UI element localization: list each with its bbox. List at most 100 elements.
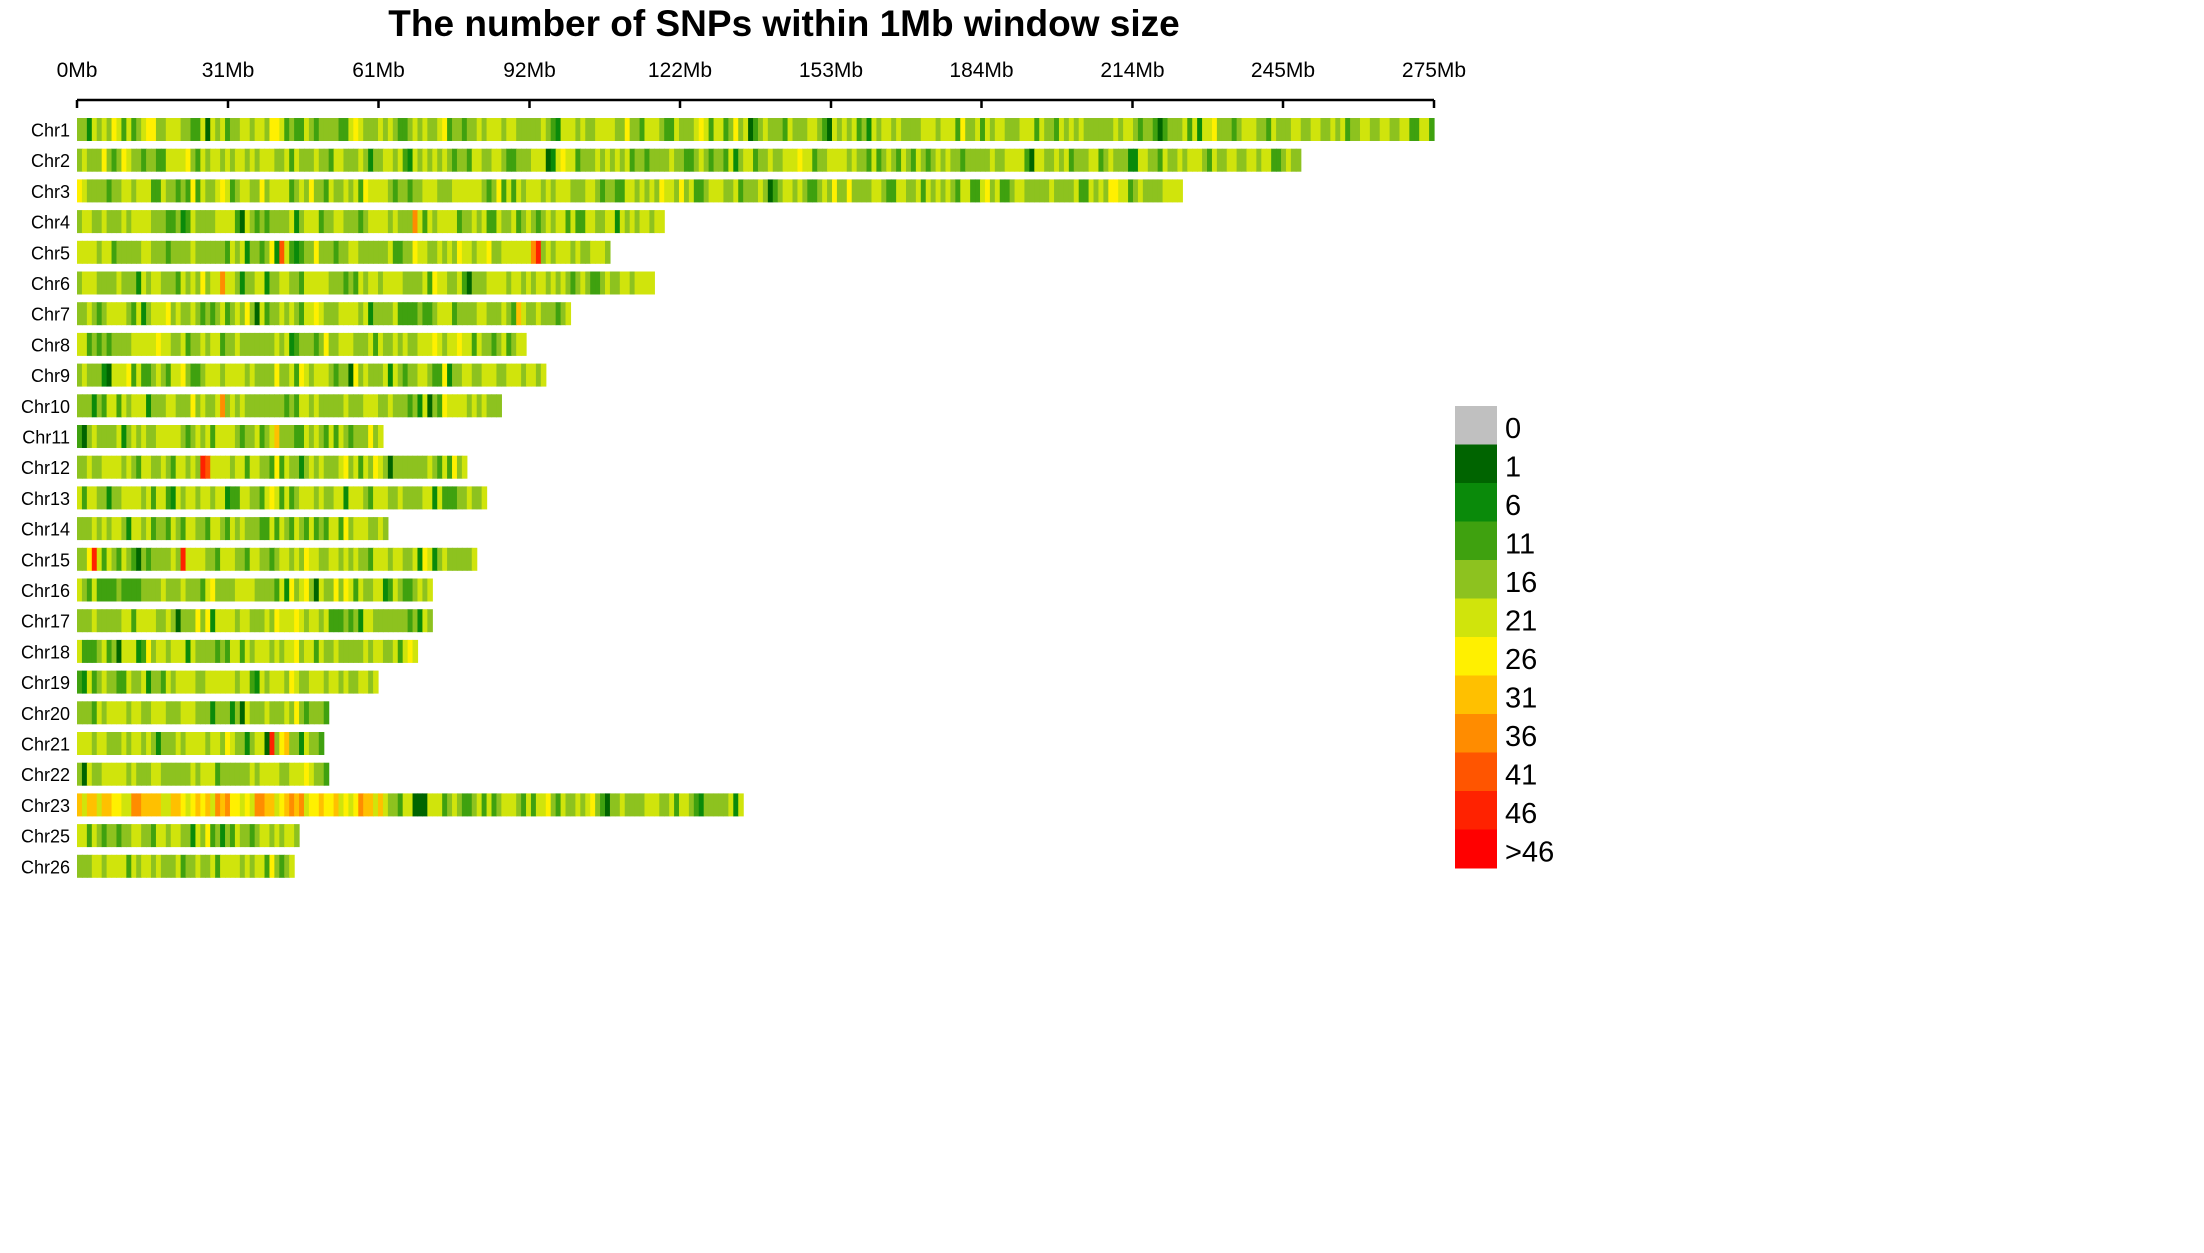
snp-window-cell <box>318 210 325 234</box>
snp-window-cell <box>466 793 473 817</box>
snp-window-cell <box>111 148 118 172</box>
snp-window-cell <box>155 394 162 418</box>
snp-window-cell <box>368 425 374 448</box>
snp-window-cell <box>101 210 108 234</box>
snp-window-cell <box>175 179 182 203</box>
snp-window-cell <box>1004 148 1011 172</box>
snp-window-cell <box>136 455 142 479</box>
snp-window-cell <box>797 179 803 203</box>
snp-window-cell <box>521 210 527 234</box>
snp-window-cell <box>851 179 858 203</box>
snp-window-cell <box>220 824 226 848</box>
snp-window-cell <box>407 547 414 571</box>
snp-window-cell <box>96 609 103 633</box>
snp-window-cell <box>175 609 182 633</box>
snp-window-cell <box>318 271 325 295</box>
snp-window-cell <box>950 179 956 203</box>
snp-window-cell <box>999 179 1006 203</box>
snp-window-cell <box>165 148 172 172</box>
snp-window-cell <box>229 517 236 541</box>
snp-window-cell <box>392 578 399 602</box>
snp-window-cell <box>461 118 468 141</box>
snp-window-cell <box>363 148 369 172</box>
snp-window-cell <box>363 639 369 663</box>
snp-window-cell <box>190 762 197 786</box>
snp-window-cell <box>619 148 626 172</box>
snp-window-cell <box>294 793 300 817</box>
snp-window-cell <box>950 118 956 141</box>
snp-window-cell <box>225 302 231 326</box>
snp-window-cell <box>338 363 345 387</box>
snp-window-cell <box>111 824 118 848</box>
snp-window-cell <box>96 517 103 541</box>
snp-window-cell <box>210 824 216 848</box>
snp-window-cell <box>303 148 310 172</box>
snp-window-cell <box>392 240 399 264</box>
snp-window-cell <box>225 762 231 786</box>
snp-window-cell <box>713 179 720 203</box>
snp-window-cell <box>294 517 300 541</box>
snp-window-cell <box>136 824 142 848</box>
snp-window-cell <box>101 363 108 387</box>
snp-window-cell <box>545 179 552 203</box>
snp-window-cell <box>86 332 93 356</box>
snp-window-cell <box>239 547 246 571</box>
snp-window-cell <box>540 302 547 326</box>
chromosome-label: Chr2 <box>31 151 70 171</box>
snp-window-cell <box>1034 148 1040 172</box>
snp-window-cell <box>303 609 310 633</box>
snp-window-cell <box>151 210 157 234</box>
snp-window-cell <box>200 363 206 387</box>
snp-window-cell <box>111 732 118 755</box>
snp-window-cell <box>77 854 83 878</box>
snp-window-cell <box>146 701 152 725</box>
legend-swatch <box>1455 598 1497 638</box>
snp-window-cell <box>526 793 532 817</box>
snp-window-cell <box>141 425 147 448</box>
snp-window-cell <box>1029 118 1035 141</box>
snp-window-cell <box>111 455 118 479</box>
snp-window-cell <box>294 762 300 786</box>
snp-window-cell <box>136 210 142 234</box>
snp-window-cell <box>822 118 828 141</box>
snp-window-cell <box>1256 118 1262 141</box>
snp-window-cell <box>491 271 498 295</box>
snp-window-cell <box>442 148 448 172</box>
snp-window-cell <box>945 148 952 172</box>
snp-window-cell <box>86 639 93 663</box>
snp-window-cell <box>165 332 172 356</box>
snp-window-cell <box>343 609 349 633</box>
snp-window-cell <box>387 118 394 141</box>
snp-window-cell <box>151 854 157 878</box>
snp-window-cell <box>96 547 103 571</box>
snp-window-cell <box>121 302 127 326</box>
snp-window-cell <box>1054 118 1060 141</box>
chromosome-label: Chr25 <box>21 827 70 847</box>
snp-window-cell <box>353 455 359 479</box>
snp-window-cell <box>412 609 419 633</box>
snp-window-cell <box>264 271 271 295</box>
snp-window-cell <box>234 210 241 234</box>
snp-window-cell <box>81 639 88 663</box>
snp-window-cell <box>787 118 794 141</box>
snp-window-cell <box>77 271 83 295</box>
snp-window-cell <box>160 455 167 479</box>
chart-title: The number of SNPs within 1Mb window siz… <box>388 3 1180 44</box>
snp-window-cell <box>160 332 167 356</box>
chromosome-track-chr18: Chr18 <box>21 639 419 663</box>
legend-label: 21 <box>1505 606 1537 638</box>
snp-window-cell <box>101 332 108 356</box>
snp-window-cell <box>259 578 266 602</box>
snp-window-cell <box>318 517 325 541</box>
snp-window-cell <box>1004 118 1011 141</box>
snp-window-cell <box>200 210 206 234</box>
legend-swatch <box>1455 675 1497 715</box>
snp-window-cell <box>170 670 177 694</box>
snp-window-cell <box>249 302 256 326</box>
snp-window-cell <box>299 210 305 234</box>
snp-window-cell <box>545 148 552 172</box>
snp-window-cell <box>496 394 502 418</box>
snp-window-cell <box>728 118 734 141</box>
snp-window-cell <box>220 118 226 141</box>
snp-window-cell <box>303 332 310 356</box>
